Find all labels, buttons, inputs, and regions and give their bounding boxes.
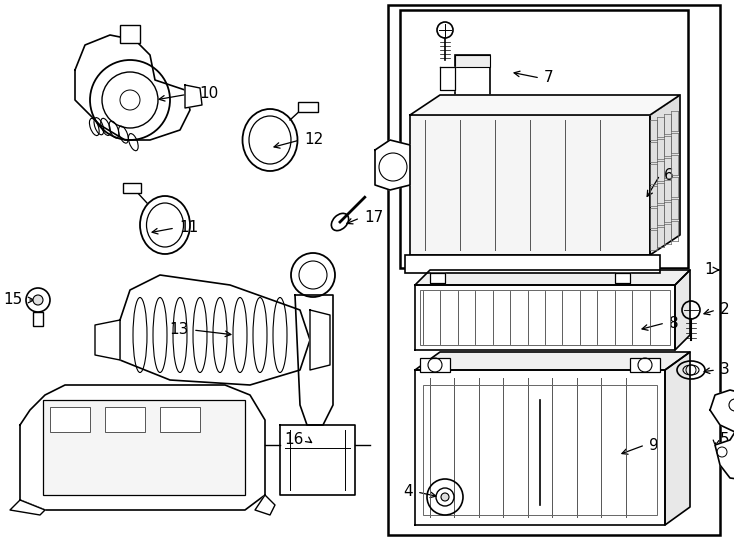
Text: 2: 2: [720, 302, 730, 318]
Text: 5: 5: [720, 433, 730, 448]
Bar: [388, 5, 720, 535]
Polygon shape: [75, 35, 190, 140]
Bar: [120, 25, 140, 43]
Text: 17: 17: [364, 211, 383, 226]
Text: 4: 4: [404, 484, 413, 500]
Polygon shape: [120, 275, 310, 385]
Polygon shape: [650, 95, 680, 255]
Text: 8: 8: [669, 315, 679, 330]
Polygon shape: [310, 310, 330, 370]
Polygon shape: [415, 352, 690, 370]
Polygon shape: [375, 140, 410, 190]
Bar: [405, 255, 660, 273]
Polygon shape: [295, 295, 333, 425]
Polygon shape: [10, 500, 45, 515]
Text: 12: 12: [304, 132, 323, 147]
Bar: [123, 183, 141, 193]
Circle shape: [441, 493, 449, 501]
Polygon shape: [280, 425, 355, 495]
Bar: [43, 400, 245, 495]
Bar: [400, 10, 688, 268]
Text: 16: 16: [285, 433, 304, 448]
Polygon shape: [430, 273, 445, 283]
Bar: [455, 55, 490, 105]
Polygon shape: [615, 273, 630, 283]
Bar: [298, 102, 318, 112]
Text: 3: 3: [720, 362, 730, 377]
Text: 9: 9: [649, 437, 658, 453]
Polygon shape: [415, 270, 690, 285]
Bar: [423, 385, 657, 515]
Polygon shape: [185, 85, 202, 108]
Bar: [630, 358, 660, 372]
Circle shape: [33, 295, 43, 305]
Text: 11: 11: [179, 220, 198, 235]
Bar: [455, 55, 490, 67]
Bar: [420, 358, 450, 372]
Text: 15: 15: [4, 293, 23, 307]
Bar: [420, 290, 670, 345]
Polygon shape: [415, 285, 675, 350]
Bar: [33, 312, 43, 326]
Bar: [105, 407, 145, 432]
Polygon shape: [20, 385, 265, 510]
Text: 6: 6: [664, 167, 674, 183]
Polygon shape: [415, 370, 665, 525]
Text: 7: 7: [544, 71, 553, 85]
Polygon shape: [95, 320, 120, 360]
Polygon shape: [440, 67, 455, 90]
Polygon shape: [410, 115, 650, 255]
Polygon shape: [675, 270, 690, 350]
Text: 14: 14: [166, 408, 185, 422]
Text: 10: 10: [199, 85, 218, 100]
Bar: [50, 407, 90, 432]
Polygon shape: [255, 495, 275, 515]
Polygon shape: [665, 352, 690, 525]
Bar: [160, 407, 200, 432]
Polygon shape: [410, 95, 680, 115]
Polygon shape: [710, 390, 734, 480]
Text: 1: 1: [705, 262, 714, 278]
Text: 13: 13: [170, 322, 189, 338]
